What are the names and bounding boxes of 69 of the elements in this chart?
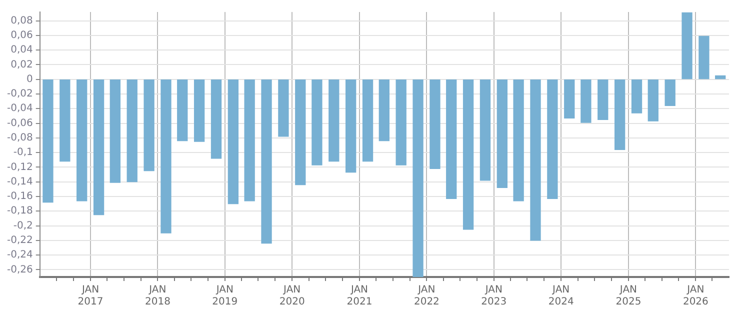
bar [312, 80, 322, 166]
bar [278, 80, 289, 137]
y-tick-label: 0,06 [10, 30, 33, 42]
y-tick-label: -0,02 [7, 88, 33, 100]
bar [378, 80, 390, 142]
bar [244, 80, 255, 202]
bar [580, 80, 592, 123]
bar [228, 80, 239, 204]
x-tick-label: JAN 2025 [616, 284, 642, 308]
y-tick-label: 0,08 [10, 15, 33, 26]
bar [412, 80, 424, 277]
bar [295, 80, 306, 186]
bar [60, 80, 70, 162]
x-tick-label: JAN 2020 [279, 284, 305, 308]
x-tick-label: JAN 2018 [144, 284, 170, 308]
bar [547, 80, 558, 199]
bar [177, 80, 188, 142]
bar [480, 80, 491, 181]
bar [698, 36, 710, 80]
bar [144, 80, 154, 172]
y-tick-label: -0,18 [7, 206, 33, 217]
bar [76, 80, 88, 202]
y-tick-label: -0,14 [7, 176, 33, 188]
x-tick-label: JAN 2022 [414, 284, 440, 308]
bar [648, 80, 658, 122]
bar [396, 80, 406, 166]
y-tick-label: 0 [26, 74, 33, 85]
bar [513, 80, 524, 202]
y-tick-label: -0,26 [7, 264, 33, 276]
y-tick-label: -0,12 [7, 162, 33, 173]
bar [328, 80, 340, 162]
bar [93, 80, 104, 216]
bar [631, 80, 642, 114]
bar [715, 75, 726, 80]
x-tick-label: JAN 2021 [346, 284, 372, 308]
bar [598, 80, 608, 120]
y-tick-label: 0,02 [10, 59, 33, 70]
bar [261, 80, 272, 244]
bar [160, 80, 172, 234]
y-tick-label: -0,16 [7, 191, 33, 202]
bar [664, 80, 676, 106]
bar [42, 80, 54, 203]
bar [346, 80, 356, 173]
bar [614, 80, 626, 150]
y-tick-label: -0,08 [7, 132, 33, 144]
x-tick-label: JAN 2023 [481, 284, 507, 308]
bar [126, 80, 138, 182]
bar [496, 80, 508, 188]
bar [682, 12, 692, 80]
y-tick-label: -0,2 [13, 220, 33, 232]
y-tick-label: -0,24 [7, 250, 33, 261]
bar [564, 80, 575, 118]
bar [430, 80, 440, 169]
y-tick-label: -0,1 [13, 147, 33, 158]
bar [446, 80, 457, 199]
y-tick-label: -0,22 [7, 234, 33, 246]
bar [110, 80, 121, 183]
x-tick-label: JAN 2024 [548, 284, 574, 308]
x-tick-label: JAN 2017 [78, 284, 104, 308]
x-tick-label: JAN 2026 [682, 284, 708, 308]
y-tick-label: -0,06 [7, 118, 33, 129]
bar [362, 80, 374, 162]
bar [194, 80, 205, 142]
bar [210, 80, 222, 159]
y-tick-label: 0,04 [10, 44, 33, 56]
bar [530, 80, 541, 241]
y-tick-label: -0,04 [7, 103, 33, 114]
x-tick-label: JAN 2019 [212, 284, 238, 308]
bar [462, 80, 474, 230]
